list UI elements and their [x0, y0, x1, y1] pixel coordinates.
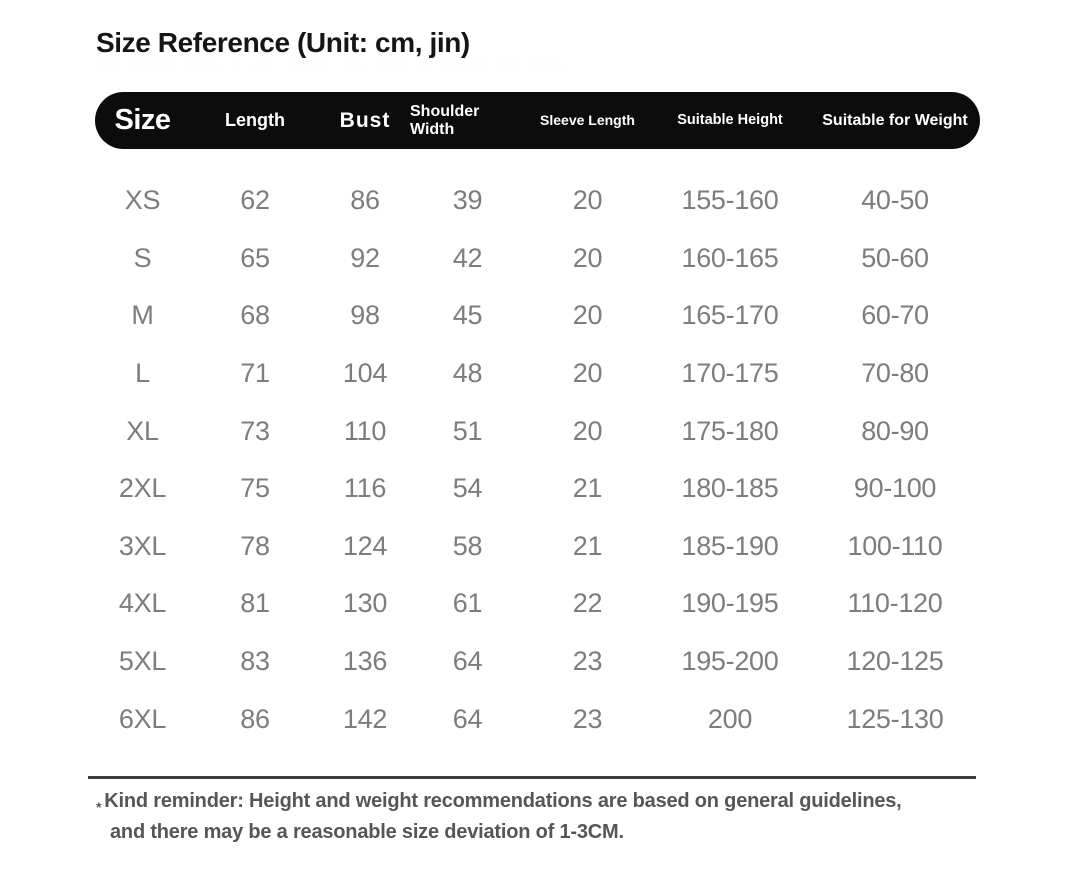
page-title: Size Reference (Unit: cm, jin) [96, 27, 470, 58]
table-row-s: S 65 92 42 20 160-165 50-60 [95, 230, 980, 288]
cell-sleeve: 22 [572, 588, 603, 619]
cell-bust: 110 [343, 415, 387, 446]
cell-length: 62 [240, 185, 270, 216]
column-header-bust: Bust [339, 108, 391, 132]
cell-bust: 130 [342, 588, 388, 619]
cell-bust: 142 [342, 703, 388, 734]
column-header-sleeve-length: Sleeve Length [540, 111, 635, 128]
asterisk-icon: * [96, 799, 102, 815]
column-header-size: Size [114, 104, 171, 137]
table-header-bar: Size Length Bust Shoulder Width Sleeve L… [95, 92, 980, 149]
cell-weight: 80-90 [861, 415, 929, 446]
kind-reminder-note: * Kind reminder: Height and weight recomm… [96, 789, 996, 844]
cell-shoulder: 39 [452, 185, 483, 216]
table-row-6xl: 6XL 86 142 64 23 200 125-130 [95, 690, 980, 748]
cell-shoulder: 42 [452, 242, 483, 273]
cell-height: 190-195 [681, 588, 779, 619]
cell-weight: 60-70 [861, 300, 929, 331]
cell-shoulder: 54 [452, 473, 483, 504]
cell-length: 68 [240, 300, 270, 331]
cell-height: 165-170 [681, 300, 779, 331]
note-line-2: and there may be a reasonable size devia… [110, 820, 624, 843]
cell-sleeve: 20 [572, 300, 603, 331]
cell-length: 73 [240, 415, 270, 446]
cell-size: 6XL [118, 703, 167, 734]
cell-length: 86 [240, 703, 270, 734]
column-header-shoulder-width-label: Shoulder Width [410, 102, 480, 138]
cell-weight: 90-100 [853, 473, 937, 504]
size-table: XS 62 86 39 20 155-160 40-50 S 65 92 42 … [95, 172, 980, 748]
table-row-xs: XS 62 86 39 20 155-160 40-50 [95, 172, 980, 230]
cell-bust: 98 [350, 300, 380, 331]
cell-height: 180-185 [681, 473, 779, 504]
cell-weight: 100-110 [847, 530, 943, 561]
cell-sleeve: 21 [572, 530, 603, 561]
table-row-m: M 68 98 45 20 165-170 60-70 [95, 287, 980, 345]
cell-shoulder: 48 [452, 358, 483, 389]
cell-size: XS [124, 185, 161, 216]
cell-size: S [133, 242, 152, 273]
cell-bust: 116 [343, 473, 387, 504]
table-row-4xl: 4XL 81 130 61 22 190-195 110-120 [95, 575, 980, 633]
column-header-shoulder-width: Shoulder Width [410, 103, 525, 139]
cell-height: 170-175 [681, 358, 779, 389]
cell-shoulder: 58 [452, 530, 483, 561]
cell-weight: 50-60 [861, 242, 929, 273]
cell-bust: 124 [342, 530, 388, 561]
cell-shoulder: 64 [452, 703, 483, 734]
cell-height: 155-160 [681, 185, 779, 216]
cell-shoulder: 61 [452, 588, 483, 619]
cell-shoulder: 45 [452, 300, 483, 331]
cell-height: 185-190 [681, 530, 779, 561]
table-row-2xl: 2XL 75 116 54 21 180-185 90-100 [95, 460, 980, 518]
cell-size: 2XL [118, 473, 167, 504]
cell-sleeve: 20 [572, 242, 603, 273]
table-row-l: L 71 104 48 20 170-175 70-80 [95, 345, 980, 403]
cell-shoulder: 64 [452, 646, 483, 677]
column-header-length: Length [225, 110, 285, 131]
cell-height: 195-200 [681, 646, 779, 677]
cell-weight: 110-120 [847, 588, 943, 619]
cell-bust: 104 [342, 358, 388, 389]
cell-sleeve: 21 [572, 473, 603, 504]
cell-bust: 92 [350, 242, 380, 273]
cell-weight: 70-80 [861, 358, 929, 389]
cell-sleeve: 20 [572, 415, 603, 446]
cell-size: L [135, 358, 150, 389]
erased-text-ghost: ·· ···· ··· · ·· ···· ·· ··· · ···· ·· ·… [100, 58, 568, 73]
cell-bust: 86 [350, 185, 380, 216]
cell-height: 160-165 [681, 242, 779, 273]
cell-length: 83 [240, 646, 270, 677]
cell-height: 200 [707, 703, 753, 734]
cell-length: 78 [240, 530, 270, 561]
cell-size: 3XL [118, 530, 167, 561]
cell-length: 75 [240, 473, 270, 504]
cell-size: XL [126, 415, 159, 446]
cell-size: M [131, 300, 154, 331]
cell-weight: 125-130 [846, 703, 944, 734]
column-header-suitable-height: Suitable Height [677, 112, 783, 129]
cell-bust: 136 [342, 646, 388, 677]
cell-sleeve: 23 [572, 703, 603, 734]
cell-sleeve: 20 [572, 185, 603, 216]
cell-height: 175-180 [681, 415, 779, 446]
table-row-xl: XL 73 110 51 20 175-180 80-90 [95, 402, 980, 460]
column-header-suitable-weight: Suitable for Weight [822, 111, 968, 129]
cell-sleeve: 20 [572, 358, 603, 389]
cell-weight: 40-50 [861, 185, 929, 216]
cell-sleeve: 23 [572, 646, 603, 677]
cell-length: 71 [240, 358, 270, 389]
cell-length: 65 [240, 242, 270, 273]
cell-shoulder: 51 [452, 415, 483, 446]
footer-divider [88, 776, 976, 779]
note-line-1: Kind reminder: Height and weight recomme… [104, 790, 902, 812]
cell-length: 81 [240, 588, 270, 619]
cell-size: 4XL [118, 588, 167, 619]
table-row-3xl: 3XL 78 124 58 21 185-190 100-110 [95, 518, 980, 576]
cell-weight: 120-125 [846, 646, 944, 677]
cell-size: 5XL [118, 646, 167, 677]
table-row-5xl: 5XL 83 136 64 23 195-200 120-125 [95, 633, 980, 691]
